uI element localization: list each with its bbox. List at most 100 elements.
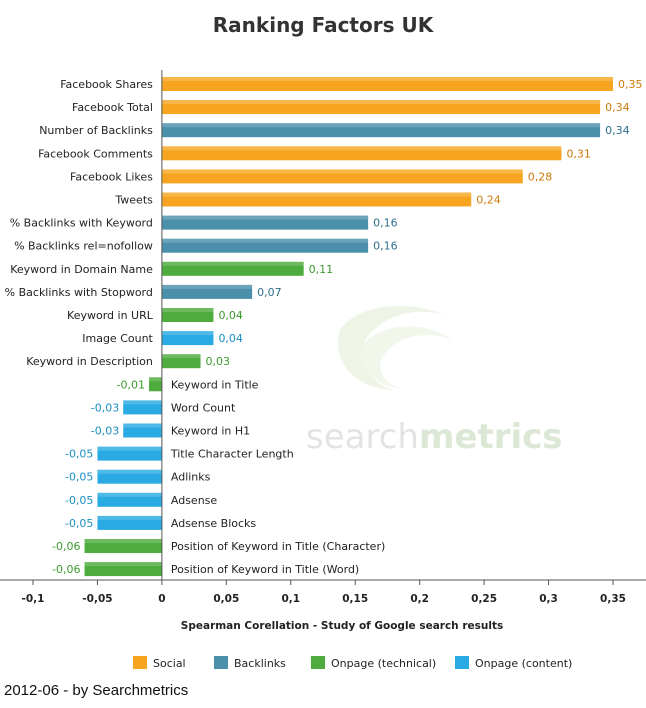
x-tick-label: 0,35	[600, 593, 626, 605]
bar	[161, 215, 369, 230]
category-label: % Backlinks with Stopword	[5, 286, 153, 299]
bar	[84, 539, 162, 553]
data-label: 0,28	[528, 170, 553, 183]
bar-highlight	[161, 169, 523, 174]
x-axis-label: Spearman Corellation - Study of Google s…	[181, 620, 503, 632]
legend-swatch	[455, 656, 469, 669]
category-label: Number of Backlinks	[39, 124, 153, 137]
watermark-text-part2: metrics	[419, 417, 563, 457]
bar-highlight	[161, 308, 214, 312]
bar-highlight	[97, 446, 162, 451]
bar-highlight	[97, 492, 162, 497]
x-tick-label: 0,3	[539, 593, 558, 605]
x-tick-label: 0,25	[471, 593, 497, 605]
bar	[123, 400, 162, 415]
bar-highlight	[161, 77, 613, 81]
bar	[161, 284, 253, 299]
x-tick-label: -0,05	[82, 593, 112, 605]
bar-highlight	[149, 377, 162, 382]
x-tick-label: 0,15	[342, 593, 368, 605]
watermark-swoosh-icon-2	[360, 326, 452, 388]
data-label: 0,11	[309, 263, 334, 276]
bar	[161, 77, 613, 91]
bar-highlight	[161, 261, 304, 266]
bar	[97, 446, 162, 461]
watermark-swoosh-icon	[338, 306, 455, 390]
bar	[84, 562, 162, 577]
category-label: Keyword in Description	[26, 355, 153, 368]
footer-credit: 2012-06 - by Searchmetrics	[4, 682, 189, 699]
legend-swatch	[133, 656, 147, 669]
bar	[161, 354, 201, 369]
category-label: Keyword in Domain Name	[10, 263, 153, 276]
data-label: 0,31	[566, 147, 591, 160]
bar-highlight	[161, 100, 601, 105]
searchmetrics-watermark: searchmetrics	[306, 306, 563, 457]
bar	[161, 192, 472, 207]
x-tick-label: -0,1	[22, 593, 45, 605]
legend-label: Onpage (technical)	[331, 657, 436, 670]
bar	[97, 515, 162, 530]
bar-highlight	[97, 515, 162, 520]
data-label: -0,06	[52, 563, 80, 576]
bar-highlight	[161, 284, 253, 289]
legend-swatch	[214, 656, 228, 669]
data-label: -0,01	[117, 378, 145, 391]
data-label: -0,05	[65, 448, 93, 461]
chart-title: Ranking Factors UK	[213, 13, 435, 37]
data-label: 0,34	[605, 101, 630, 114]
bar	[161, 100, 601, 115]
bar	[149, 377, 162, 392]
bar-highlight	[97, 469, 162, 474]
category-label: Facebook Total	[72, 101, 153, 114]
x-tick-label: 0,2	[410, 593, 429, 605]
data-label: 0,16	[373, 240, 398, 253]
category-label: Keyword in URL	[67, 309, 154, 322]
category-label: Adsense	[171, 494, 218, 507]
bar-highlight	[161, 146, 562, 151]
category-label: Title Character Length	[170, 448, 294, 461]
data-label: -0,05	[65, 517, 93, 530]
bar	[161, 331, 214, 346]
category-label: Image Count	[82, 332, 153, 345]
category-label: % Backlinks rel=nofollow	[14, 240, 153, 253]
category-label: Tweets	[114, 194, 153, 207]
x-tick-label: 0,05	[213, 593, 239, 605]
category-label: Position of Keyword in Title (Word)	[171, 563, 359, 576]
data-label: 0,34	[605, 124, 630, 137]
bar	[161, 123, 601, 138]
category-label: Facebook Shares	[60, 78, 153, 91]
bar-highlight	[84, 562, 162, 567]
bar-highlight	[161, 238, 369, 243]
data-label: -0,03	[91, 425, 119, 438]
svg-text:searchmetrics: searchmetrics	[306, 417, 563, 457]
bar	[161, 169, 523, 184]
bar-highlight	[84, 539, 162, 543]
data-label: 0,35	[618, 78, 643, 91]
legend-label: Backlinks	[234, 657, 286, 670]
data-label: 0,03	[206, 355, 231, 368]
data-label: 0,07	[257, 286, 282, 299]
data-label: 0,04	[218, 332, 243, 345]
bar-highlight	[161, 123, 601, 128]
category-label: Position of Keyword in Title (Character)	[171, 540, 385, 553]
bar	[97, 469, 162, 484]
bar-highlight	[161, 354, 201, 359]
data-label: -0,05	[65, 494, 93, 507]
bar	[97, 492, 162, 507]
bar-highlight	[123, 400, 162, 405]
legend-swatch	[311, 656, 325, 669]
bar-highlight	[161, 215, 369, 220]
data-label: 0,16	[373, 217, 398, 230]
bar	[123, 423, 162, 438]
bar-highlight	[123, 423, 162, 428]
category-label: Word Count	[171, 401, 236, 414]
legend-label: Social	[153, 657, 186, 670]
x-tick-label: 0,1	[281, 593, 300, 605]
data-label: 0,04	[218, 309, 243, 322]
category-label: Adlinks	[171, 471, 211, 484]
category-label: % Backlinks with Keyword	[10, 217, 153, 230]
bar	[161, 261, 304, 276]
data-label: -0,03	[91, 401, 119, 414]
